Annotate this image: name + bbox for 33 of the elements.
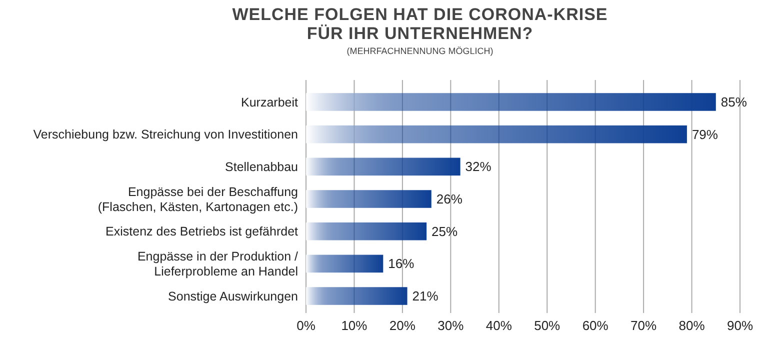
bar [306,287,408,305]
data-label: 32% [465,159,492,174]
data-label: 21% [412,288,439,304]
data-label: 16% [388,256,415,272]
x-tick-label: 30% [438,318,464,333]
bar [306,190,432,208]
x-tick-label: 90% [726,318,754,333]
x-tick-label: 60% [582,318,609,333]
data-label: 26% [436,192,463,207]
data-label: 85% [720,94,748,110]
x-tick-label: 70% [630,318,657,333]
y-tick-label: Sonstige Auswirkungen [168,289,298,304]
y-tick-label: Verschiebung bzw. Streichung von Investitionen [33,128,298,142]
y-tick-label: Engpässe in der Produktion / Lieferprobleme an Handel [137,250,299,279]
chart-title: WELCHE FOLGEN HAT DIE CORONA-KRISE FÜR IHR UNTERNEHMEN? [232,5,608,43]
y-tick-label: Kurzarbeit [241,95,299,110]
x-tick-label: 50% [534,318,561,333]
x-tick-label: 0% [296,318,316,333]
y-tick-label: Stellenabbau [225,160,298,174]
y-tick-label: Existenz des Betriebs ist gefährdet [106,224,299,239]
data-label: 25% [432,224,458,239]
chart-subtitle: (MEHRFACHNENNUNG MÖGLICH) [346,46,494,56]
x-tick-label: 20% [389,318,416,333]
bar [306,93,716,111]
y-tick-label: Engpässe bei der Beschaffung (Flaschen, Kästen, Kartonagen etc.) [98,184,298,214]
bar [306,125,687,144]
x-tick-label: 40% [486,318,512,333]
bar [306,254,384,273]
data-label: 79% [692,126,718,142]
x-tick-label: 10% [341,318,368,333]
x-tick-label: 80% [678,318,706,333]
bar [306,158,460,176]
bar [306,222,427,240]
